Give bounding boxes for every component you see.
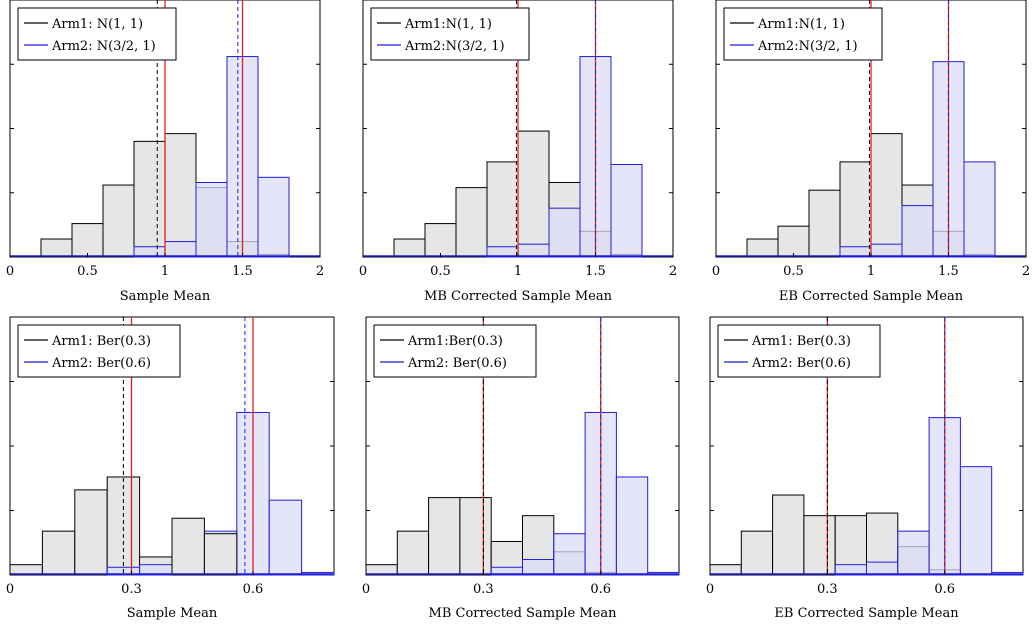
panel-2: 0 0.5 1 1.5 2 MB Corrected Sample Mean Arm1:N(… (359, 0, 677, 304)
xtick-label-0: 0 (6, 264, 14, 279)
xtick-label-0: 0 (706, 582, 714, 597)
bar-arm1-1 (396, 530, 430, 576)
panel-4: 0 0.3 0.6 Sample Mean Arm1: Ber(0.3) Arm2: Be… (6, 316, 335, 621)
legend-label-arm2: Arm2: Ber(0.6) (407, 356, 507, 371)
xtick-label-2: 0.6 (590, 582, 611, 597)
legend-box (17, 324, 181, 378)
bar-arm1-4 (517, 130, 550, 258)
xtick-label-1: 0.5 (783, 264, 804, 279)
bar-arm2-4 (959, 466, 993, 576)
bar-arm1-1 (203, 533, 238, 576)
bar-arm2-2 (548, 207, 581, 258)
bar-arm2-5 (268, 499, 303, 576)
x-axis-label: EB Corrected Sample Mean (774, 606, 959, 621)
panel-3: 0 0.5 1 1.5 2 EB Corrected Sample Mean Arm1:N(… (712, 0, 1030, 304)
bar-arm1-2 (102, 184, 135, 258)
xtick-label-2: 1 (161, 264, 169, 279)
bar-arm2-4 (963, 161, 996, 258)
legend-label-arm2: Arm2: Ber(0.6) (751, 356, 851, 371)
xtick-label-2: 1 (514, 264, 522, 279)
bar-arm1-0 (746, 238, 779, 258)
xtick-label-3: 1.5 (232, 264, 253, 279)
bar-arm1-1 (740, 530, 774, 576)
x-axis-label: EB Corrected Sample Mean (779, 289, 964, 304)
bar-arm1-4 (164, 133, 197, 258)
legend-label-arm1: Arm1:Ber(0.3) (407, 334, 503, 349)
legend-label-arm1: Arm1: Ber(0.3) (51, 334, 151, 349)
xtick-label-3: 1.5 (585, 264, 606, 279)
bar-arm1-1 (424, 223, 457, 258)
panel-1: 0 0.5 1 1.5 2 Sample Mean Arm1: N(1, 1) Arm2: N… (6, 0, 324, 304)
xtick-label-1: 0.3 (473, 582, 494, 597)
bar-arm2-4 (615, 476, 649, 576)
xtick-label-2: 0.6 (934, 582, 955, 597)
bar-arm1-3 (133, 140, 166, 258)
bar-arm2-1 (870, 243, 903, 258)
bar-arm2-4 (610, 163, 643, 258)
xtick-label-2: 0.6 (243, 582, 264, 597)
xtick-label-1: 0.5 (430, 264, 451, 279)
bar-arm1-2 (772, 494, 805, 576)
legend-box (717, 324, 881, 378)
bar-arm2-1 (522, 559, 555, 576)
bar-arm1-3 (459, 497, 492, 576)
bar-arm1-2 (455, 187, 488, 258)
bar-arm2-4 (257, 176, 290, 258)
xtick-label-4: 2 (669, 264, 677, 279)
legend-box (17, 7, 177, 61)
xtick-label-1: 0.3 (121, 582, 142, 597)
bar-arm1-4 (870, 133, 903, 258)
panel-5: 0 0.3 0.6 MB Corrected Sample Mean Arm1:Ber(… (362, 316, 680, 621)
bar-arm2-1 (164, 241, 197, 258)
bar-arm1-0 (171, 517, 205, 576)
bar-arm1-0 (393, 238, 426, 258)
bar-arm1-3 (803, 515, 836, 576)
legend-label-arm2: Arm2:N(3/2, 1) (757, 39, 858, 54)
bar-arm1-3 (106, 476, 141, 576)
xtick-label-0: 0 (6, 582, 14, 597)
xtick-label-4: 2 (1022, 264, 1030, 279)
x-axis-label: MB Corrected Sample Mean (424, 289, 613, 304)
bar-arm2-1 (517, 243, 550, 258)
legend-box (373, 324, 537, 378)
bar-arm1-1 (71, 223, 104, 258)
legend-box (723, 7, 883, 61)
bar-arm1-2 (74, 489, 108, 576)
legend-label-arm1: Arm1:N(1, 1) (404, 17, 492, 32)
bar-arm1-3 (839, 161, 872, 258)
bar-arm1-1 (41, 530, 76, 576)
bar-arm1-1 (777, 225, 810, 258)
bar-arm2-2 (897, 530, 930, 576)
legend-label-arm1: Arm1: N(1, 1) (51, 17, 143, 32)
bar-arm2-1 (866, 561, 899, 576)
legend-label-arm1: Arm1: Ber(0.3) (751, 334, 851, 349)
bar-arm1-3 (486, 161, 519, 258)
panel-6: 0 0.3 0.6 EB Corrected Sample Mean Arm1: Ber… (706, 316, 1024, 621)
xtick-label-1: 0.3 (817, 582, 838, 597)
xtick-label-3: 1.5 (938, 264, 959, 279)
legend-label-arm1: Arm1:N(1, 1) (757, 17, 845, 32)
legend-label-arm2: Arm2: N(3/2, 1) (51, 39, 156, 54)
bar-arm2-2 (553, 533, 586, 576)
xtick-label-2: 1 (867, 264, 875, 279)
xtick-label-4: 2 (316, 264, 324, 279)
bar-arm1-0 (40, 238, 73, 258)
x-axis-label: Sample Mean (120, 289, 211, 304)
bar-arm2-2 (195, 181, 228, 258)
legend-label-arm2: Arm2:N(3/2, 1) (404, 39, 505, 54)
xtick-label-0: 0 (362, 582, 370, 597)
bar-arm2-2 (901, 205, 934, 258)
x-axis-label: Sample Mean (127, 606, 218, 621)
xtick-label-1: 0.5 (77, 264, 98, 279)
xtick-label-0: 0 (712, 264, 720, 279)
x-axis-label: MB Corrected Sample Mean (429, 606, 618, 621)
bar-arm1-2 (808, 189, 841, 258)
legend-label-arm2: Arm2: Ber(0.6) (51, 356, 151, 371)
bar-arm1-2 (428, 497, 461, 576)
legend-box (370, 7, 530, 61)
xtick-label-0: 0 (359, 264, 367, 279)
